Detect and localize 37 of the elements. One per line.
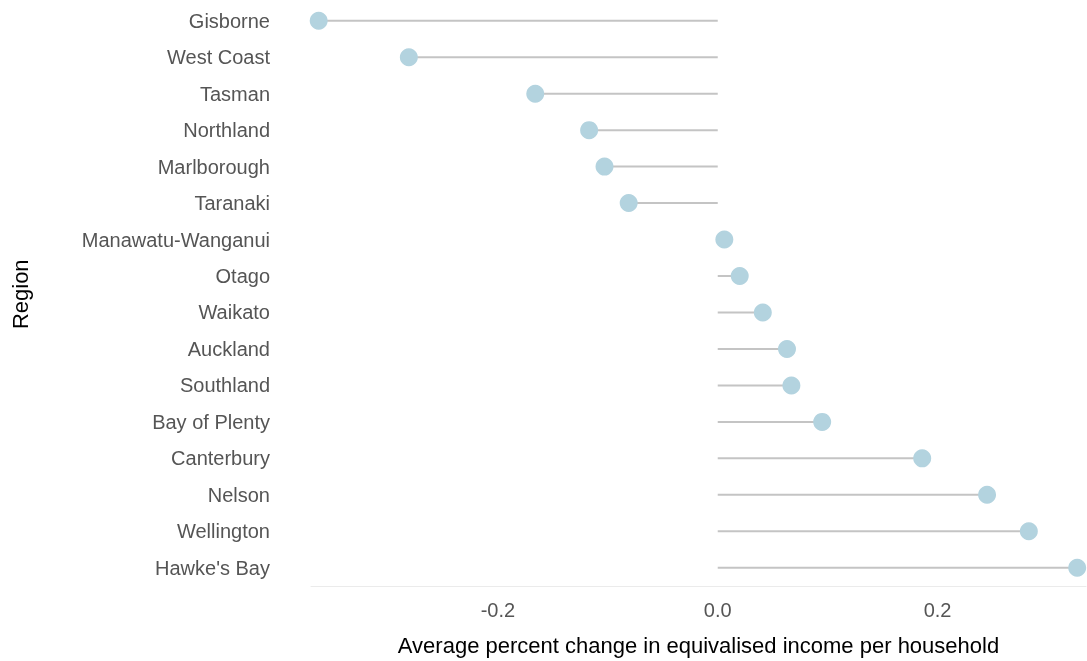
point xyxy=(715,230,734,249)
point xyxy=(309,11,328,30)
point xyxy=(1019,522,1038,541)
x-tick-label: -0.2 xyxy=(480,599,516,621)
y-tick-label: Southland xyxy=(179,374,270,397)
y-axis-title: Region xyxy=(7,259,33,330)
point xyxy=(526,84,545,103)
y-tick-label: Otago xyxy=(215,265,270,288)
y-tick-label: Wellington xyxy=(176,520,270,543)
point xyxy=(595,157,614,176)
point xyxy=(619,194,638,213)
y-tick-label: Gisborne xyxy=(188,9,270,32)
y-tick-label: Taranaki xyxy=(194,192,270,215)
point xyxy=(778,339,796,358)
x-tick-label: 0.2 xyxy=(923,599,952,621)
point xyxy=(813,412,832,431)
y-tick-label: Tasman xyxy=(199,82,270,105)
point xyxy=(913,449,932,468)
x-axis-title: Average percent change in equivalised income per household xyxy=(397,632,1000,658)
y-tick-label: Bay of Plenty xyxy=(152,410,270,433)
point xyxy=(730,267,749,286)
point xyxy=(753,303,772,322)
point xyxy=(399,48,418,67)
y-tick-label: West Coast xyxy=(167,46,271,69)
y-tick-label: Marlborough xyxy=(157,155,270,178)
y-tick-label: Northland xyxy=(183,119,270,142)
y-tick-label: Hawke's Bay xyxy=(155,556,270,579)
y-tick-label: Canterbury xyxy=(171,447,270,470)
x-tick-label: 0.0 xyxy=(703,599,732,621)
point xyxy=(1068,558,1087,577)
point xyxy=(580,121,599,140)
point xyxy=(978,485,997,504)
point xyxy=(782,376,801,395)
y-tick-label: Nelson xyxy=(207,483,270,506)
y-tick-label: Waikato xyxy=(198,301,270,324)
y-tick-label: Auckland xyxy=(187,337,270,360)
y-tick-label: Manawatu-Wanganui xyxy=(81,228,270,251)
